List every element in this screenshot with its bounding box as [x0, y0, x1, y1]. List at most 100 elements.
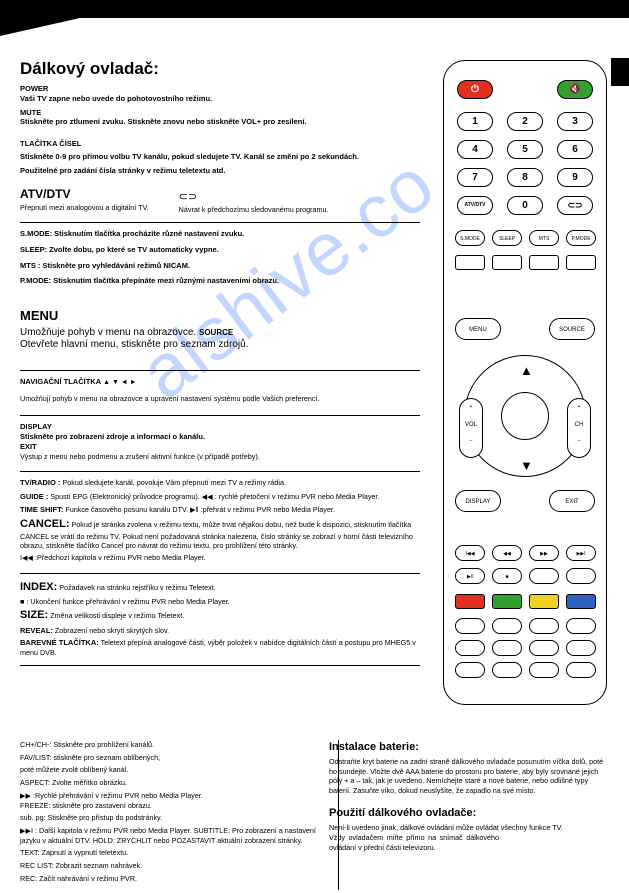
mute-button[interactable]: 🔇	[557, 80, 593, 99]
stop-button[interactable]: ■	[492, 568, 522, 584]
return-button[interactable]: ⊂⊃	[557, 196, 593, 215]
size-t: Změna velikosti displeje v režimu Telete…	[48, 611, 184, 620]
num-6[interactable]: 6	[557, 140, 593, 159]
row3-3[interactable]	[529, 662, 559, 678]
display-t: Stiskněte pro zobrazení zdroje a informa…	[20, 432, 205, 441]
blank-button-1[interactable]	[455, 255, 485, 270]
cancel-t: Pokud je stránka zvolena v režimu textu,…	[20, 520, 413, 550]
prev-button[interactable]: I◀◀	[455, 545, 485, 561]
rewind-icon: ◀◀	[202, 492, 213, 501]
power-button[interactable]: ⏻	[457, 80, 493, 99]
main-text-column: Dálkový ovladač: POWERVaši TV zapne nebo…	[20, 58, 420, 672]
mts-h: MTS :	[20, 261, 40, 270]
row2-4[interactable]	[566, 640, 596, 656]
exit-button[interactable]: EXIT	[549, 490, 595, 512]
guide-t: Spustí EPG (Elektronický průvodce progra…	[48, 492, 199, 501]
barevne-h: BAREVNÉ TLAČÍTKA:	[20, 638, 99, 647]
menu-t1: Umožňuje pohyb v menu na obrazovce.	[20, 327, 199, 338]
use-t3: Vždy ovladačem miřte přímo na snímač dál…	[329, 833, 499, 852]
guide-h: GUIDE :	[20, 492, 48, 501]
numbers-text2: Použitelné pro zadání čísla stránky v re…	[20, 166, 420, 176]
cancel-h: CANCEL:	[20, 517, 70, 531]
numbers-text1: Stiskněte 0-9 pro přímou volbu TV kanálu…	[20, 152, 420, 162]
timeshift-h: TIME SHIFT:	[20, 505, 63, 514]
num-0[interactable]: 0	[507, 196, 543, 215]
blank-button-3[interactable]	[529, 255, 559, 270]
display-button[interactable]: DISPLAY	[455, 490, 501, 512]
text-t: TEXT: Zapnutí a vypnutí teletextu.	[20, 848, 320, 858]
rule4	[20, 471, 420, 472]
smode-h: S.MODE:	[20, 229, 52, 238]
next-button[interactable]: ▶▶I	[566, 545, 596, 561]
smode-button[interactable]: S.MODE	[455, 230, 485, 246]
green-button[interactable]	[492, 594, 522, 609]
rule6	[20, 665, 420, 666]
row1-2[interactable]	[492, 618, 522, 634]
exit-h: EXIT	[20, 442, 37, 451]
btn-t2[interactable]	[566, 568, 596, 584]
pmode-t: Stisknutím tlačítka přepínáte mezi různý…	[51, 276, 279, 285]
row3-2[interactable]	[492, 662, 522, 678]
sleep-h: SLEEP:	[20, 245, 47, 254]
tvradio-t: Pokud sledujete kanál, povoluje Vám přep…	[60, 478, 286, 487]
numbers-heading: TLAČÍTKA ČÍSEL	[20, 139, 81, 148]
vol-pill[interactable]: +VOL–	[459, 398, 483, 458]
num-7[interactable]: 7	[457, 168, 493, 187]
blank-button-2[interactable]	[492, 255, 522, 270]
nav-heading: NAVIGAČNÍ TLAČÍTKA	[20, 377, 101, 386]
fav2-t: poté můžete zvolit oblíbený kanál.	[20, 765, 320, 775]
num-4[interactable]: 4	[457, 140, 493, 159]
nav-up[interactable]: ▲	[520, 363, 533, 378]
row1-3[interactable]	[529, 618, 559, 634]
atvdtv-text: Přepnutí mezi analogovou a digitální TV.	[20, 203, 149, 212]
ch-pill[interactable]: +CH–	[567, 398, 591, 458]
pmode-button[interactable]: P.MODE	[566, 230, 596, 246]
nav-down[interactable]: ▼	[520, 458, 533, 473]
num-2[interactable]: 2	[507, 112, 543, 131]
num-3[interactable]: 3	[557, 112, 593, 131]
row3-1[interactable]	[455, 662, 485, 678]
ok-button[interactable]	[501, 392, 549, 440]
fwd-button[interactable]: ▶▶	[529, 545, 559, 561]
atvdtv-button[interactable]: ATV/DTV	[457, 196, 493, 215]
row1-1[interactable]	[455, 618, 485, 634]
mts-button[interactable]: MTS	[529, 230, 559, 246]
source-button[interactable]: SOURCE	[549, 318, 595, 340]
mts-t: Stiskněte pro vyhledávání režimů NICAM.	[40, 261, 190, 270]
btn-t1[interactable]	[529, 568, 559, 584]
menu-button[interactable]: MENU	[455, 318, 501, 340]
rec-t: REC: Začít nahrávání v režimu PVR.	[20, 874, 320, 884]
rule2	[20, 370, 420, 371]
sleep-t: Zvolte dobu, po které se TV automaticky …	[47, 245, 219, 254]
play-button[interactable]: ▶‖	[455, 568, 485, 584]
atvdtv-heading: ATV/DTV	[20, 187, 70, 203]
tvradio-h: TV/RADIO :	[20, 478, 60, 487]
install-h: Instalace baterie:	[329, 740, 609, 755]
return-icon: ⊂⊃	[179, 191, 197, 203]
mute-heading: MUTE	[20, 108, 41, 117]
rew-button[interactable]: ◀◀	[492, 545, 522, 561]
sleep-button[interactable]: SLEEP	[492, 230, 522, 246]
row2-1[interactable]	[455, 640, 485, 656]
yellow-button[interactable]	[529, 594, 559, 609]
num-1[interactable]: 1	[457, 112, 493, 131]
prevch-t: :Předchozí kapitola v režimu PVR nebo Me…	[33, 553, 206, 562]
row2-3[interactable]	[529, 640, 559, 656]
index-t: Požadavek na stránku rejstříku v režimu …	[57, 583, 215, 592]
red-button[interactable]	[455, 594, 485, 609]
blue-button[interactable]	[566, 594, 596, 609]
row3-4[interactable]	[566, 662, 596, 678]
return-text: Návrat k předchozímu sledovanému program…	[179, 205, 329, 214]
num-8[interactable]: 8	[507, 168, 543, 187]
reveal-h: REVEAL:	[20, 626, 53, 635]
column-divider	[338, 740, 339, 890]
reclist-t: REC LIST: Zobrazit seznam nahrávek.	[20, 861, 320, 871]
rule3	[20, 415, 420, 416]
row2-2[interactable]	[492, 640, 522, 656]
ch-t: CH+/CH-: Stiskněte pro prohlížení kanálů…	[20, 740, 320, 750]
row1-4[interactable]	[566, 618, 596, 634]
num-5[interactable]: 5	[507, 140, 543, 159]
blank-button-4[interactable]	[566, 255, 596, 270]
right-column: Instalace baterie: Odstraňte kryt bateri…	[329, 740, 609, 884]
num-9[interactable]: 9	[557, 168, 593, 187]
